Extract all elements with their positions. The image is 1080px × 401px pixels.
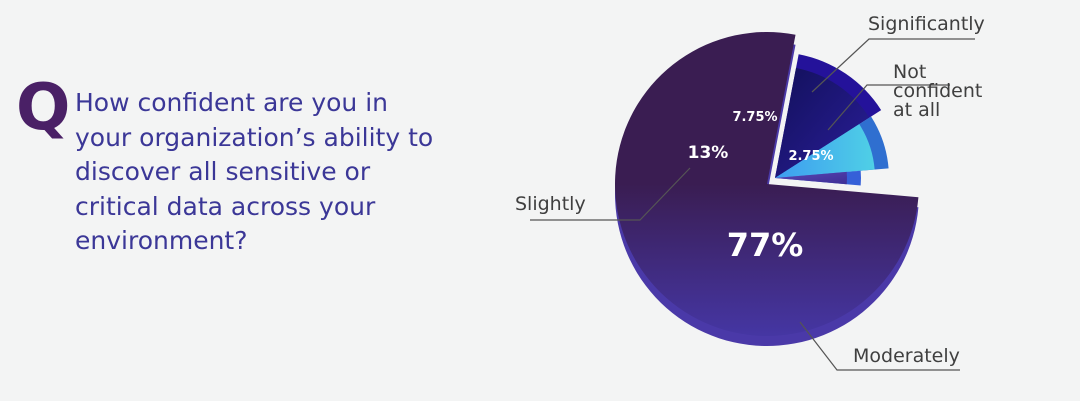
leader-line-not-confident <box>827 84 950 131</box>
label-significantly: Significantly <box>868 13 985 35</box>
label-moderately: Moderately <box>853 345 960 367</box>
leader-line-moderately <box>799 321 960 371</box>
slice-significantly <box>775 124 875 178</box>
value-label-moderately: 77% <box>727 226 804 264</box>
slice-slightly <box>775 67 870 178</box>
label-line: at all <box>893 99 940 121</box>
value-label-slightly: 13% <box>688 143 729 163</box>
question-marker: Q <box>16 71 71 145</box>
value-label-not-confident: 2.75% <box>788 149 833 164</box>
leader-line-slightly <box>530 167 691 221</box>
label-line: Not <box>893 61 926 83</box>
leader-line-significantly <box>811 38 975 93</box>
slice-moderately <box>614 32 919 337</box>
value-label-significantly: 7.75% <box>732 110 777 125</box>
label-slightly: Slightly <box>515 193 586 215</box>
slice-not-confident <box>775 171 847 185</box>
label-line: confident <box>893 80 982 102</box>
question-text: How confident are you in your organizati… <box>75 88 434 255</box>
label-not-confident: Not confident at all <box>893 61 988 121</box>
